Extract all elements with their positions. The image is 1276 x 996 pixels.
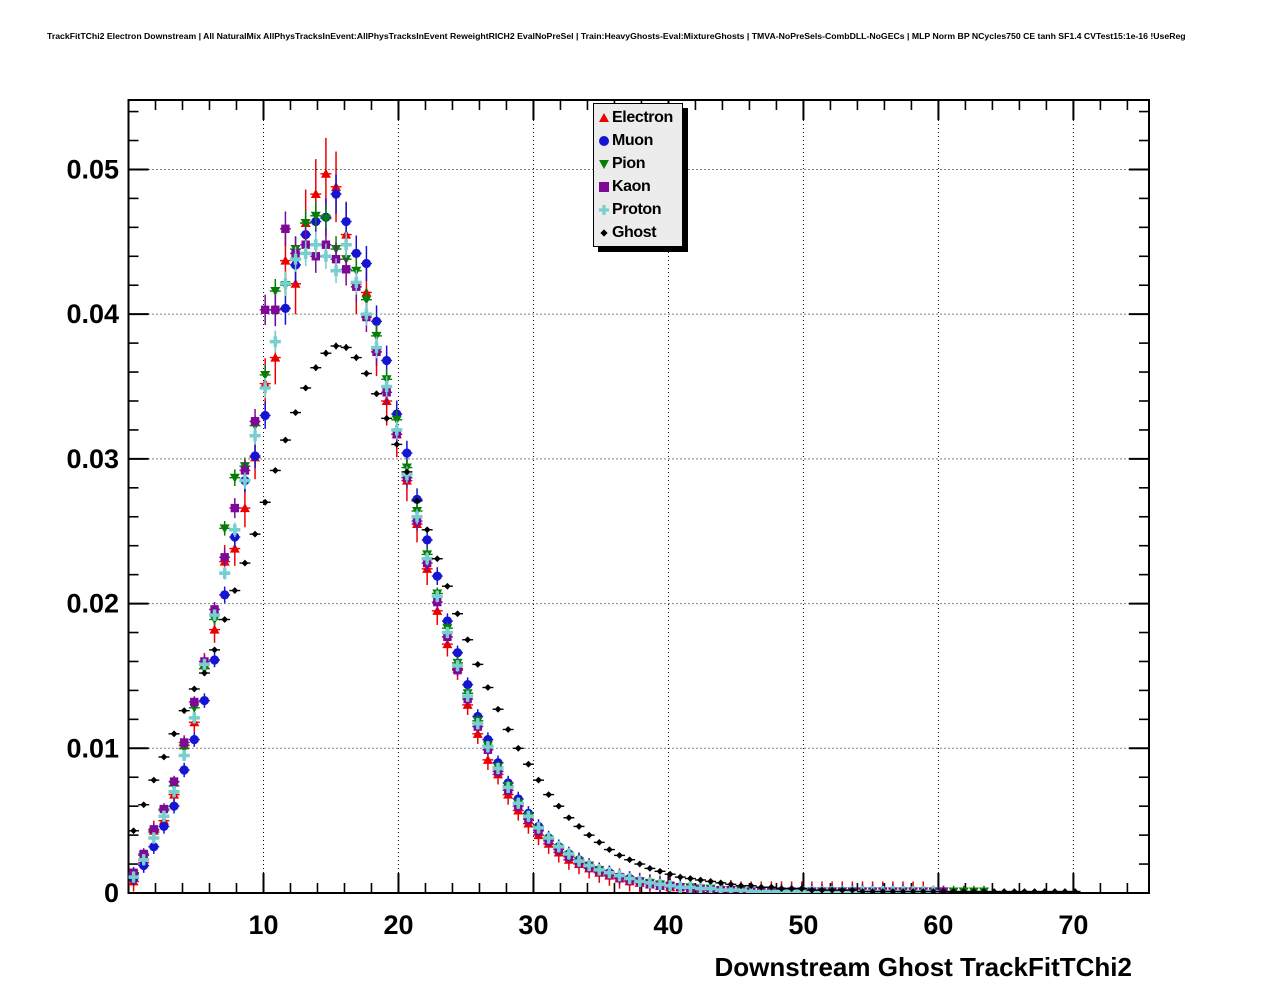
legend-label-proton: Proton bbox=[612, 200, 662, 218]
legend-item-pion: Pion bbox=[597, 153, 682, 175]
x-tick-label: 70 bbox=[1058, 910, 1088, 940]
x-tick-label: 40 bbox=[653, 910, 683, 940]
legend-box: Electron Muon Pion Kaon Proton Ghost bbox=[593, 103, 683, 247]
proton-legend-marker-icon bbox=[599, 204, 609, 215]
ghost-legend-marker-icon bbox=[600, 228, 608, 237]
legend-item-kaon: Kaon bbox=[597, 176, 682, 198]
series-proton bbox=[128, 231, 939, 893]
y-tick-label: 0.03 bbox=[66, 444, 119, 474]
y-tick-label: 0.04 bbox=[66, 299, 119, 329]
series-kaon bbox=[128, 211, 949, 893]
pion-legend-marker-icon bbox=[599, 159, 609, 169]
electron-legend-marker-icon bbox=[599, 112, 609, 122]
tick-labels: 0 0.01 0.02 0.03 0.04 0.05 10 20 30 40 50 60 70 bbox=[66, 154, 1088, 940]
x-tick-label: 60 bbox=[923, 910, 953, 940]
muon-legend-marker-icon bbox=[599, 135, 609, 146]
legend-label-electron: Electron bbox=[612, 108, 673, 126]
plot-frame bbox=[127, 99, 1150, 894]
y-tick-label: 0.05 bbox=[66, 154, 119, 184]
legend-item-proton: Proton bbox=[597, 199, 682, 221]
kaon-legend-marker-icon bbox=[599, 181, 609, 192]
y-tick-label: 0 bbox=[104, 878, 119, 908]
legend-label-pion: Pion bbox=[612, 154, 646, 172]
x-tick-label: 50 bbox=[788, 910, 818, 940]
legend-item-electron: Electron bbox=[597, 107, 682, 129]
x-tick-label: 30 bbox=[518, 910, 548, 940]
legend-item-muon: Muon bbox=[597, 130, 682, 152]
legend-item-ghost: Ghost bbox=[597, 222, 682, 244]
legend-label-ghost: Ghost bbox=[612, 223, 657, 241]
legend-label-kaon: Kaon bbox=[612, 177, 651, 195]
series-electron bbox=[128, 137, 929, 893]
y-tick-label: 0.01 bbox=[66, 733, 119, 763]
x-tick-label: 10 bbox=[248, 910, 278, 940]
x-tick-label: 20 bbox=[383, 910, 413, 940]
series-pion bbox=[128, 202, 990, 893]
y-tick-label: 0.02 bbox=[66, 589, 119, 619]
series-muon bbox=[128, 174, 909, 893]
legend-label-muon: Muon bbox=[612, 131, 654, 149]
plot-title: TrackFitTChi2 Electron Downstream | All … bbox=[47, 31, 1186, 41]
gridlines bbox=[128, 100, 1149, 893]
x-axis-title: Downstream Ghost TrackFitTChi2 bbox=[714, 952, 1132, 982]
series-ghost bbox=[128, 342, 1081, 893]
